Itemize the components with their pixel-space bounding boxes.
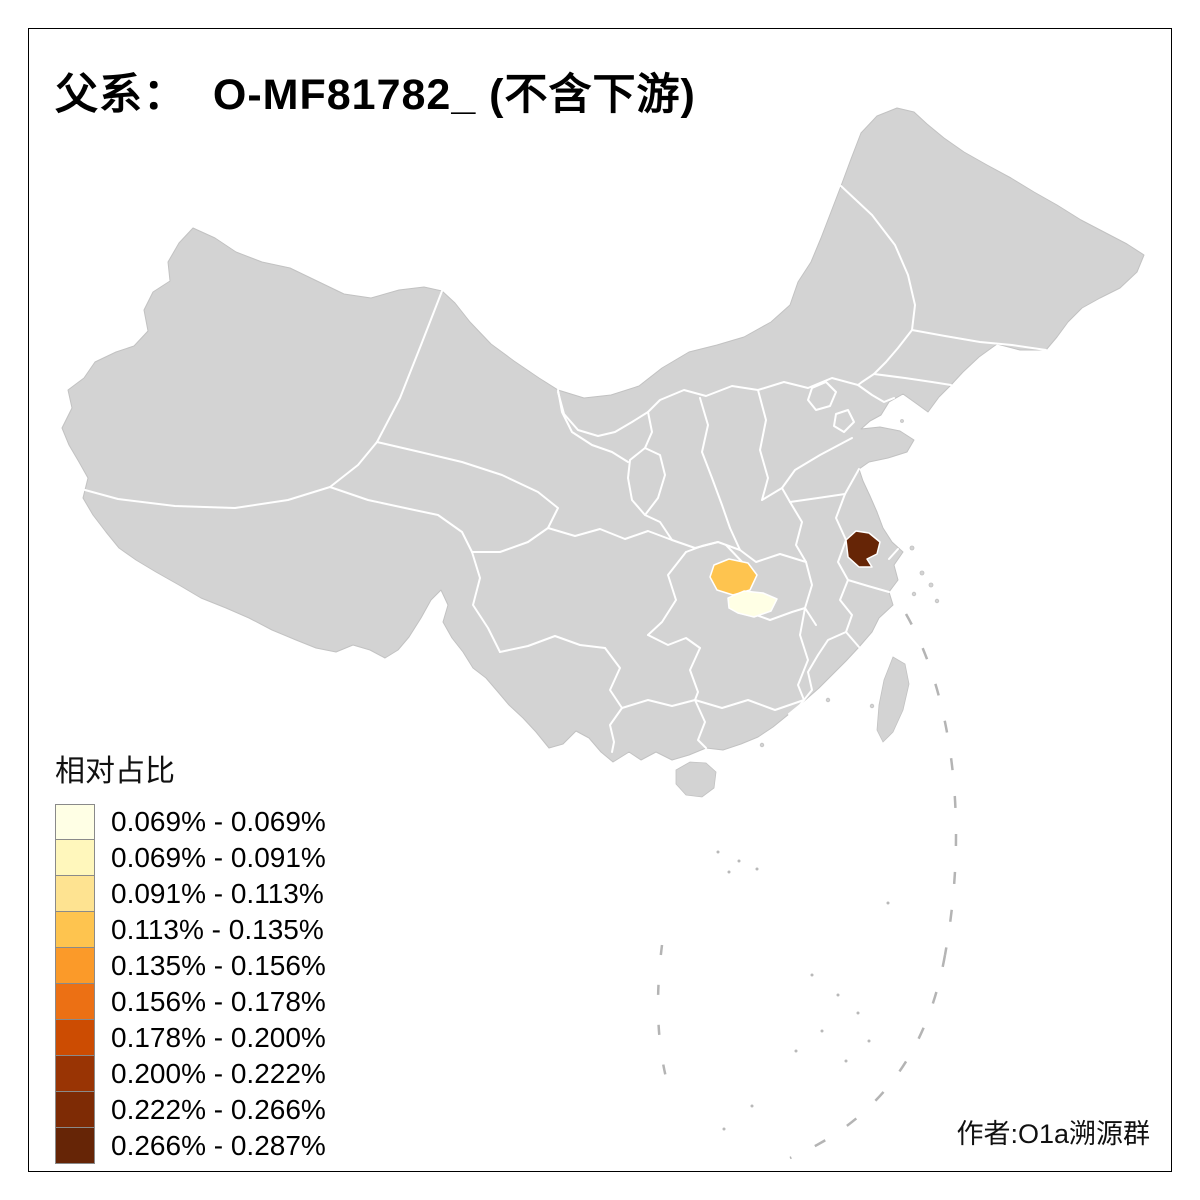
legend-row: 0.200% - 0.222% <box>55 1056 326 1092</box>
legend-swatch <box>55 1056 95 1092</box>
legend-label: 0.069% - 0.069% <box>111 806 326 837</box>
legend-swatch <box>55 804 95 840</box>
legend-row: 0.069% - 0.069% <box>55 804 326 840</box>
page-title: 父系： O-MF81782_ (不含下游) <box>55 71 696 119</box>
legend: 相对占比 0.069% - 0.069% 0.069% - 0.091% 0.0… <box>55 746 326 1164</box>
legend-title: 相对占比 <box>55 755 175 788</box>
legend-label: 0.200% - 0.222% <box>111 1058 326 1089</box>
legend-row: 0.222% - 0.266% <box>55 1092 326 1128</box>
legend-label: 0.091% - 0.113% <box>111 878 324 909</box>
legend-row: 0.178% - 0.200% <box>55 1020 326 1056</box>
legend-row: 0.091% - 0.113% <box>55 876 326 912</box>
legend-swatch <box>55 948 95 984</box>
legend-swatch <box>55 1128 95 1164</box>
legend-label: 0.222% - 0.266% <box>111 1094 326 1125</box>
legend-row: 0.156% - 0.178% <box>55 984 326 1020</box>
legend-label: 0.156% - 0.178% <box>111 986 326 1017</box>
legend-swatch <box>55 1020 95 1056</box>
legend-row: 0.069% - 0.091% <box>55 840 326 876</box>
south-china-sea-islets <box>716 850 890 1131</box>
taiwan-island <box>876 656 910 743</box>
legend-label: 0.069% - 0.091% <box>111 842 326 873</box>
region-highlight-cream <box>727 590 778 618</box>
legend-swatch <box>55 912 95 948</box>
legend-swatch <box>55 1092 95 1128</box>
legend-label: 0.135% - 0.156% <box>111 950 326 981</box>
legend-label: 0.266% - 0.287% <box>111 1130 326 1161</box>
legend-label: 0.178% - 0.200% <box>111 1022 326 1053</box>
province-borders <box>84 185 1047 753</box>
region-highlight-dark-brown <box>845 530 881 568</box>
legend-swatch <box>55 876 95 912</box>
legend-row: 0.266% - 0.287% <box>55 1128 326 1164</box>
hainan-island <box>675 761 717 798</box>
south-china-sea-dashes <box>656 613 958 1160</box>
legend-label: 0.113% - 0.135% <box>111 914 324 945</box>
islands <box>675 419 940 798</box>
legend-row: 0.135% - 0.156% <box>55 948 326 984</box>
author-credit: 作者:O1a溯源群 <box>956 1119 1150 1149</box>
region-highlight-gold <box>709 558 758 596</box>
legend-swatch <box>55 840 95 876</box>
legend-swatch <box>55 984 95 1020</box>
legend-row: 0.113% - 0.135% <box>55 912 326 948</box>
